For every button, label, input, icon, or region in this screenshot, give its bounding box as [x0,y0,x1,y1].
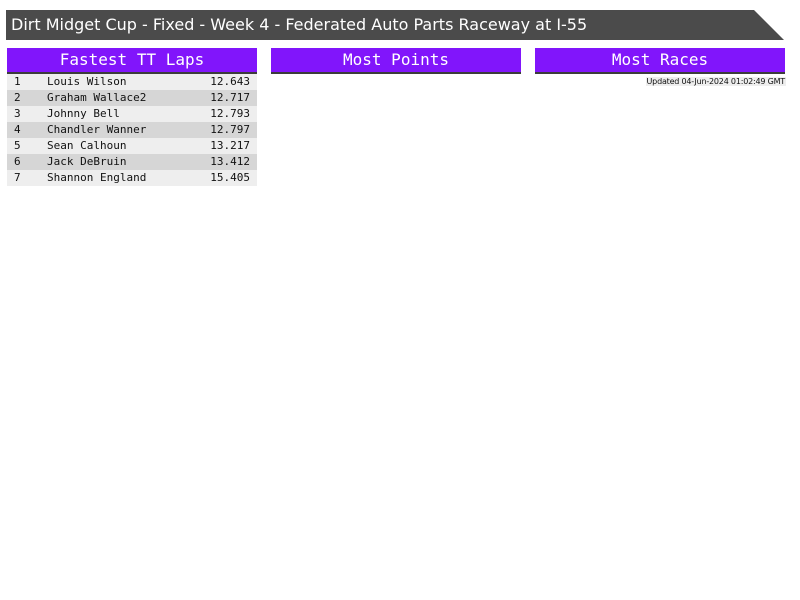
driver-name: Jack DeBruin [47,155,127,168]
panel-header: Most Races [535,48,785,74]
driver-name: Graham Wallace2 [47,91,147,104]
position: 2 [14,91,21,104]
fastest-laps-table: 1 Louis Wilson 12.643 2 Graham Wallace2 12.71… [7,74,257,186]
table-row: 6 Jack DeBruin 13.412 [7,154,257,170]
position: 4 [14,123,21,136]
lap-time: 12.643 [210,75,250,88]
driver-name: Johnny Bell [47,107,120,120]
page-title: Dirt Midget Cup - Fixed - Week 4 - Feder… [6,10,784,40]
position: 3 [14,107,21,120]
position: 5 [14,139,21,152]
lap-time: 12.797 [210,123,250,136]
table-row: 3 Johnny Bell 12.793 [7,106,257,122]
lap-time: 12.793 [210,107,250,120]
driver-name: Louis Wilson [47,75,127,88]
most-points-panel: Most Points [271,48,521,74]
position: 6 [14,155,21,168]
table-row: 7 Shannon England 15.405 [7,170,257,186]
driver-name: Sean Calhoun [47,139,127,152]
updated-timestamp: Updated 04-Jun-2024 01:02:49 GMT [645,77,786,86]
table-row: 4 Chandler Wanner 12.797 [7,122,257,138]
driver-name: Chandler Wanner [47,123,147,136]
fastest-tt-laps-panel: Fastest TT Laps 1 Louis Wilson 12.643 2 Grah… [7,48,257,186]
lap-time: 13.217 [210,139,250,152]
table-row: 5 Sean Calhoun 13.217 [7,138,257,154]
position: 1 [14,75,21,88]
driver-name: Shannon England [47,171,147,184]
panel-header: Most Points [271,48,521,74]
position: 7 [14,171,21,184]
panel-header: Fastest TT Laps [7,48,257,74]
table-row: 2 Graham Wallace2 12.717 [7,90,257,106]
lap-time: 13.412 [210,155,250,168]
lap-time: 15.405 [210,171,250,184]
most-races-panel: Most Races [535,48,785,74]
lap-time: 12.717 [210,91,250,104]
table-row: 1 Louis Wilson 12.643 [7,74,257,90]
